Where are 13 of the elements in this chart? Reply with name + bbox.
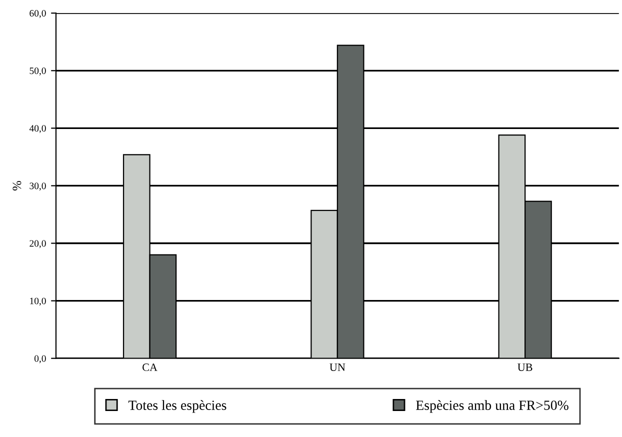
x-tick-label: CA (142, 364, 158, 372)
x-tick-label: UB (518, 364, 532, 372)
y-tick-label: 60,0 (30, 10, 46, 18)
y-tick-label: 10,0 (30, 298, 46, 306)
y-tick-label: 0,0 (34, 355, 46, 364)
x-tick-label: UN (330, 364, 346, 372)
y-tick-label: 40,0 (29, 125, 46, 134)
legend-label: Espècies amb una FR>50% (416, 400, 568, 413)
y-tick-label: 50,0 (30, 68, 46, 76)
legend-label: Totes les espècies (128, 400, 226, 413)
y-tick-label: 20,0 (30, 240, 46, 248)
y-axis-title: % (12, 180, 22, 191)
y-tick-label: 30,0 (30, 182, 46, 191)
